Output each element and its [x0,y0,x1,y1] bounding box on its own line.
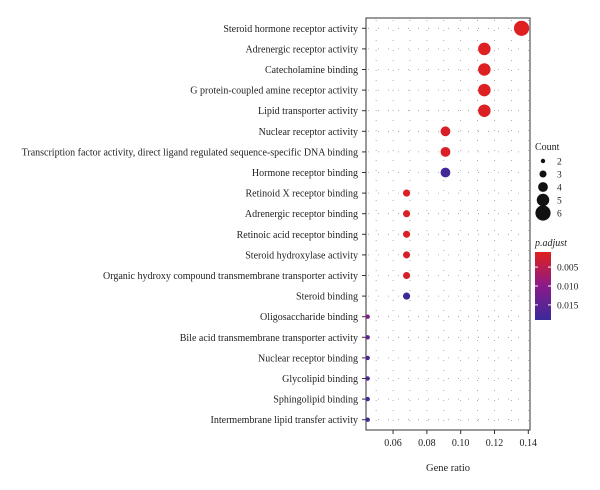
data-point [440,147,451,157]
size-legend-dot [535,205,551,221]
x-tick-label: 0.12 [486,438,504,449]
data-point [478,104,491,117]
data-point [478,63,491,76]
size-legend-dot [538,182,548,192]
color-legend-bar [535,252,551,320]
color-legend: p.adjust 0.005 0.010 0.015 [534,238,579,320]
color-legend-label: 0.005 [557,264,579,274]
category-label: Steroid hydroxylase activity [245,250,358,261]
category-label: Glycolipid binding [282,374,358,385]
data-point [365,335,370,340]
data-points [365,20,530,422]
category-label: G protein-coupled amine receptor activit… [190,86,358,97]
data-point [478,42,491,56]
data-point [403,251,411,259]
data-point [365,417,370,422]
category-label: Catecholamine binding [265,65,358,76]
plot-panel [365,17,531,431]
size-legend-dot [536,193,550,207]
x-tick-label: 0.06 [384,438,402,449]
size-legend-label: 2 [557,158,562,168]
color-legend-label: 0.010 [557,283,579,293]
category-label: Organic hydroxy compound transmembrane t… [103,271,358,282]
size-legend-label: 5 [557,197,562,207]
category-labels: Steroid hormone receptor activity Adrener… [22,24,366,426]
x-tick-label: 0.10 [452,438,470,449]
category-label: Lipid transporter activity [258,106,358,117]
data-point [365,376,370,381]
category-label: Retinoic acid receptor binding [237,230,358,241]
category-label: Adrenergic receptor activity [245,44,358,55]
size-legend-title: Count [535,142,560,153]
category-label: Adrenergic receptor binding [245,209,358,220]
category-label: Oligosaccharide binding [260,312,358,323]
category-label: Sphingolipid binding [273,395,358,406]
x-axis: 0.06 0.08 0.10 0.12 0.14 [384,430,537,449]
data-point [478,83,491,97]
category-label: Retinoid X receptor binding [246,189,358,200]
category-label: Transcription factor activity, direct li… [22,147,358,158]
data-point [403,210,411,218]
size-legend-label: 3 [557,171,562,181]
data-point [513,20,530,36]
category-label: Intermembrane lipid transfer activity [211,415,358,426]
data-point [403,271,411,280]
category-label: Nuclear receptor activity [259,127,358,138]
x-tick-label: 0.14 [520,438,538,449]
data-point [440,167,451,178]
size-legend-label: 4 [557,184,562,194]
category-label: Steroid binding [296,292,358,303]
data-point [403,230,411,238]
data-point [365,355,370,361]
category-label: Hormone receptor binding [252,168,358,179]
size-legend: Count 2 3 4 5 6 [535,142,562,221]
category-label: Nuclear receptor binding [258,353,358,364]
size-legend-dot [539,170,547,178]
data-point [403,189,411,197]
color-legend-title: p.adjust [534,238,567,249]
x-tick-label: 0.08 [418,438,436,449]
data-point [440,126,451,137]
x-axis-title: Gene ratio [426,463,470,474]
data-point [365,314,370,319]
color-legend-label: 0.015 [557,301,579,311]
size-legend-label: 6 [557,210,562,220]
data-point [365,396,370,402]
category-label: Bile acid transmembrane transporter acti… [180,333,358,344]
category-label: Steroid hormone receptor activity [223,24,358,35]
size-legend-dot [540,158,546,164]
data-point [403,292,411,300]
